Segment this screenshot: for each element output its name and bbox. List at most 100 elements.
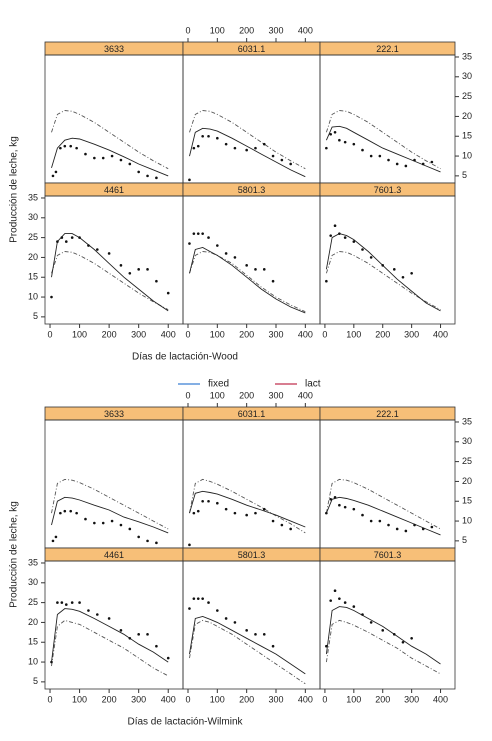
y-tick-label: 20	[462, 476, 472, 486]
y-tick-label: 20	[462, 111, 472, 121]
x-tick-label: 200	[239, 25, 254, 35]
dashed-curve	[189, 251, 306, 313]
point	[201, 232, 204, 235]
panel	[44, 560, 184, 690]
point	[78, 601, 81, 604]
dashed-curve	[51, 251, 169, 311]
point	[107, 252, 111, 255]
point	[70, 236, 74, 239]
point	[271, 154, 275, 158]
point	[51, 539, 55, 543]
point	[137, 535, 140, 539]
point	[192, 597, 196, 600]
x-tick-label: 200	[375, 694, 390, 704]
solid-curve	[51, 137, 169, 177]
point	[137, 633, 140, 636]
panel-title: 6031.1	[238, 409, 266, 419]
x-tick-label: 200	[239, 329, 254, 339]
x-tick-label: 400	[298, 694, 313, 704]
point	[381, 629, 385, 632]
x-tick-label: 200	[239, 694, 254, 704]
point	[404, 529, 408, 533]
x-axis-label: Días de lactación-Wilmink	[127, 717, 243, 728]
point	[413, 523, 416, 527]
point	[93, 521, 96, 525]
x-tick-label: 0	[48, 694, 53, 704]
point	[196, 509, 200, 513]
y-tick-label: 20	[28, 252, 38, 262]
point	[63, 509, 67, 513]
panel	[44, 419, 184, 549]
point	[56, 601, 59, 604]
point	[387, 158, 390, 162]
point	[352, 605, 356, 608]
y-tick-label: 10	[462, 150, 472, 160]
point	[245, 264, 248, 267]
point	[137, 268, 140, 271]
point	[262, 507, 266, 511]
panel-title: 4461	[104, 185, 124, 195]
point	[254, 511, 257, 515]
point	[352, 240, 356, 243]
point	[119, 264, 123, 267]
panel-title: 7601.3	[374, 185, 402, 195]
y-tick-label: 15	[28, 637, 38, 647]
y-tick-label: 5	[33, 676, 38, 686]
y-tick-label: 25	[28, 232, 38, 242]
point	[401, 640, 405, 644]
x-tick-label: 0	[185, 25, 190, 35]
solid-curve	[189, 247, 306, 314]
point	[271, 644, 275, 648]
x-tick-label: 100	[210, 390, 225, 400]
point	[338, 138, 341, 142]
point	[233, 146, 237, 150]
panel-title: 7601.3	[374, 550, 402, 560]
x-tick-label: 100	[210, 25, 225, 35]
point	[271, 279, 275, 283]
point	[192, 511, 196, 515]
x-tick-label: 300	[404, 329, 419, 339]
panel	[319, 560, 456, 690]
point	[64, 240, 68, 243]
point	[146, 174, 149, 178]
point	[325, 511, 328, 515]
y-tick-label: 25	[462, 456, 472, 466]
point	[404, 164, 408, 168]
y-tick-label: 5	[33, 311, 38, 321]
x-tick-label: 200	[239, 390, 254, 400]
point	[361, 248, 364, 251]
y-axis-label: Producción de leche, kg	[9, 136, 20, 243]
point	[245, 513, 248, 517]
point	[361, 513, 364, 517]
point	[207, 236, 210, 239]
point	[64, 603, 68, 606]
point	[216, 136, 219, 140]
solid-curve	[325, 125, 441, 173]
point	[333, 589, 337, 593]
point	[110, 154, 114, 158]
point	[262, 633, 266, 636]
point	[128, 271, 132, 275]
point	[421, 527, 425, 531]
point	[369, 154, 373, 158]
point	[361, 148, 364, 152]
y-tick-label: 35	[28, 557, 38, 567]
point	[75, 511, 78, 515]
y-tick-label: 30	[462, 71, 472, 81]
x-tick-label: 300	[404, 694, 419, 704]
point	[59, 511, 62, 515]
point	[137, 170, 140, 174]
x-tick-label: 100	[72, 694, 87, 704]
point	[201, 134, 204, 138]
point	[329, 132, 332, 136]
point	[78, 236, 81, 239]
point	[155, 176, 158, 180]
point	[369, 519, 373, 523]
panel-title: 3633	[104, 409, 124, 419]
x-tick-label: 0	[185, 390, 190, 400]
solid-curve	[189, 616, 306, 675]
point	[352, 507, 356, 511]
point	[87, 609, 90, 612]
point	[155, 644, 158, 648]
